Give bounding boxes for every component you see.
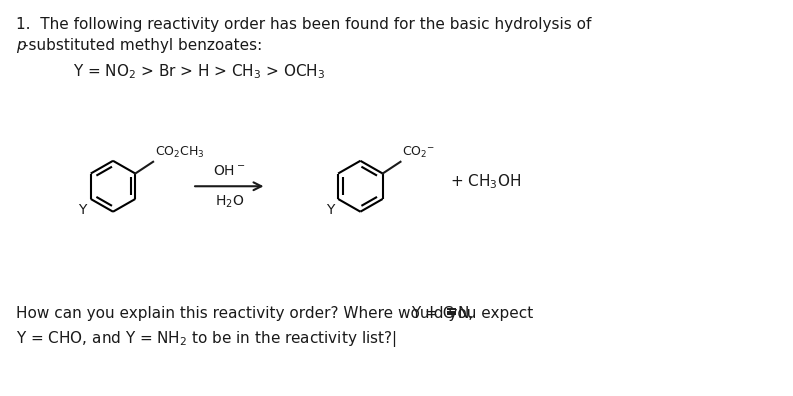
Text: + CH$_3$OH: + CH$_3$OH: [450, 172, 522, 191]
Text: p: p: [16, 38, 25, 53]
Text: 1.  The following reactivity order has been found for the basic hydrolysis of: 1. The following reactivity order has be…: [16, 17, 592, 32]
Text: H$_2$O: H$_2$O: [215, 194, 244, 211]
Text: Y: Y: [79, 203, 86, 217]
Text: Y = CHO, and Y = NH$_2$ to be in the reactivity list?|: Y = CHO, and Y = NH$_2$ to be in the rea…: [16, 329, 396, 349]
Text: CO$_2$CH$_3$: CO$_2$CH$_3$: [155, 145, 205, 160]
Text: Y: Y: [326, 203, 334, 217]
Text: N,: N,: [458, 306, 474, 321]
Text: OH$^-$: OH$^-$: [213, 164, 246, 179]
Text: How can you explain this reactivity order? Where would you expect: How can you explain this reactivity orde…: [16, 306, 538, 321]
Text: Y = C: Y = C: [411, 306, 454, 321]
Text: -substituted methyl benzoates:: -substituted methyl benzoates:: [23, 38, 262, 53]
Text: Y = NO$_2$ > Br > H > CH$_3$ > OCH$_3$: Y = NO$_2$ > Br > H > CH$_3$ > OCH$_3$: [74, 62, 326, 81]
Text: CO$_2$$^{-}$: CO$_2$$^{-}$: [403, 145, 435, 160]
